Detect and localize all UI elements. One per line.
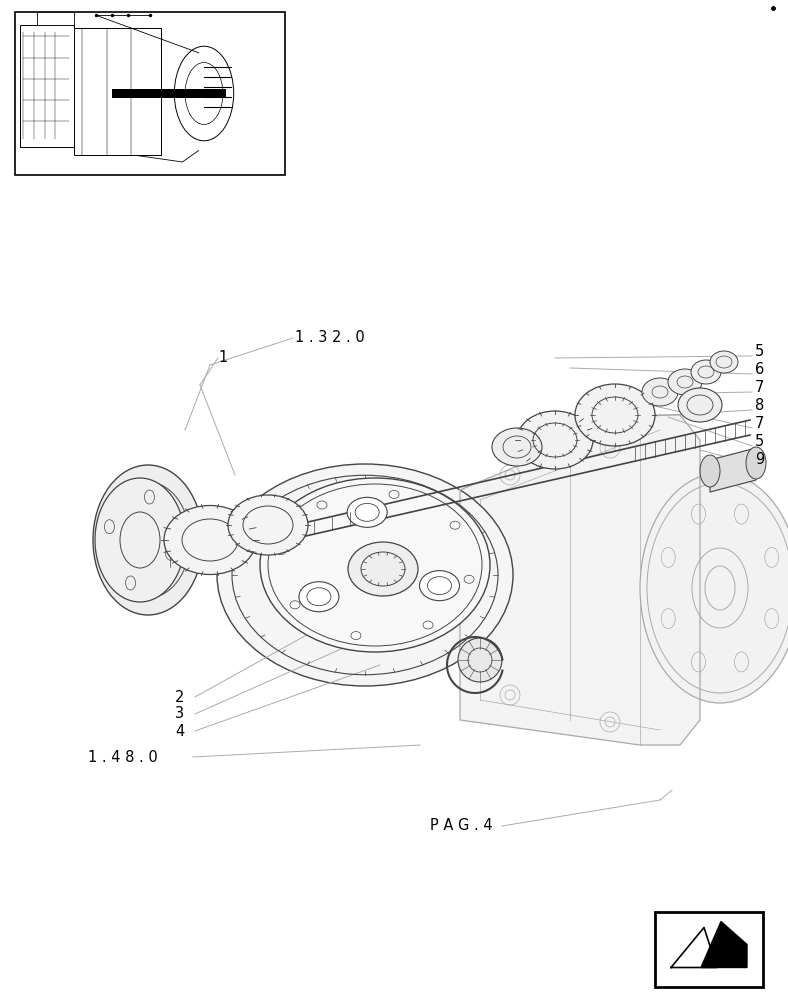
Bar [20, 25, 74, 147]
Ellipse shape [228, 495, 308, 555]
Text: 2: 2 [175, 690, 184, 704]
Ellipse shape [746, 447, 766, 479]
Text: 4: 4 [175, 724, 184, 738]
Text: 5: 5 [755, 434, 764, 450]
Ellipse shape [299, 582, 339, 612]
Bar [15, 12, 285, 175]
Ellipse shape [710, 351, 738, 373]
Polygon shape [710, 448, 756, 492]
Ellipse shape [668, 369, 702, 395]
Ellipse shape [95, 478, 185, 602]
Text: 1 . 4 8 . 0: 1 . 4 8 . 0 [88, 750, 158, 764]
Polygon shape [460, 415, 700, 745]
Ellipse shape [642, 378, 678, 406]
Ellipse shape [174, 46, 234, 141]
Ellipse shape [640, 473, 788, 703]
Polygon shape [671, 928, 717, 968]
Bar [112, 89, 225, 98]
Ellipse shape [348, 542, 418, 596]
Bar [655, 912, 763, 987]
Polygon shape [701, 922, 747, 968]
Text: 1 . 3 2 . 0: 1 . 3 2 . 0 [295, 330, 365, 346]
Text: 7: 7 [755, 380, 764, 395]
Ellipse shape [575, 384, 655, 446]
Bar [36, 12, 74, 25]
Ellipse shape [419, 571, 459, 601]
Text: 5: 5 [755, 344, 764, 360]
Ellipse shape [691, 360, 721, 384]
Ellipse shape [348, 497, 387, 527]
Text: P A G . 4: P A G . 4 [430, 818, 492, 834]
Text: 6: 6 [755, 362, 764, 377]
Ellipse shape [260, 478, 490, 652]
Text: 3: 3 [175, 706, 184, 722]
Text: 8: 8 [755, 398, 764, 414]
Ellipse shape [678, 388, 722, 422]
Ellipse shape [185, 63, 223, 124]
Text: 7: 7 [755, 416, 764, 432]
Ellipse shape [517, 411, 593, 469]
Bar [74, 28, 161, 155]
Ellipse shape [458, 638, 502, 682]
Ellipse shape [217, 464, 513, 686]
Ellipse shape [492, 428, 542, 466]
Text: 9: 9 [755, 452, 764, 468]
Ellipse shape [700, 455, 720, 487]
Text: 1: 1 [218, 351, 227, 365]
Ellipse shape [93, 465, 203, 615]
Ellipse shape [164, 506, 256, 574]
